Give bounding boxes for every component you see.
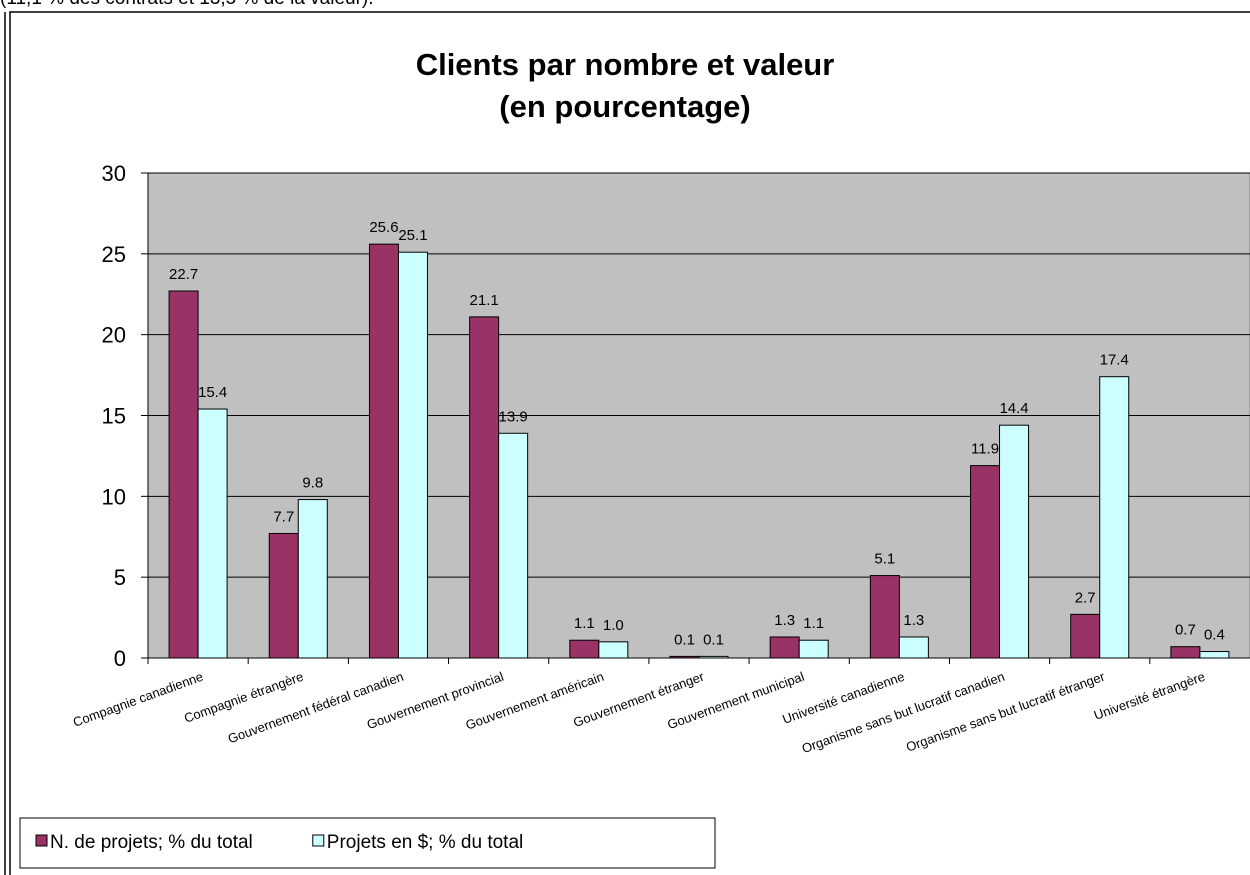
data-label: 17.4 xyxy=(1100,352,1129,369)
bar xyxy=(970,465,1001,659)
bar xyxy=(397,251,428,659)
bar xyxy=(769,636,800,659)
y-tick-label: 25 xyxy=(102,242,126,267)
legend: N. de projets; % du total Projets en $; %… xyxy=(19,817,716,869)
data-label: 25.1 xyxy=(398,227,427,244)
bar xyxy=(1170,646,1201,659)
data-label: 22.7 xyxy=(169,266,198,283)
y-tick-label: 10 xyxy=(102,484,126,509)
legend-box xyxy=(19,817,716,869)
data-label: 0.4 xyxy=(1204,627,1225,644)
bar xyxy=(669,655,700,659)
y-tick-label: 30 xyxy=(102,161,126,186)
y-tick-label: 15 xyxy=(102,404,126,429)
data-label: 9.8 xyxy=(302,475,323,492)
y-tick-label: 20 xyxy=(102,323,126,348)
legend-label: N. de projets; % du total xyxy=(50,832,253,853)
data-label: 15.4 xyxy=(198,384,227,401)
data-label: 1.3 xyxy=(903,612,924,629)
data-label: 25.6 xyxy=(369,219,398,236)
bar xyxy=(898,636,929,659)
data-label: 0.7 xyxy=(1175,622,1196,639)
data-label: 1.0 xyxy=(603,617,624,634)
chart-title: Clients par nombre et valeur xyxy=(416,47,835,82)
bar xyxy=(1199,651,1230,659)
bar xyxy=(598,641,629,659)
caption: (11,1 % des contrats et 13,5 % de la val… xyxy=(0,0,374,9)
data-label: 21.1 xyxy=(470,292,499,309)
data-label: 1.1 xyxy=(574,615,595,632)
bar xyxy=(1099,376,1130,659)
bar xyxy=(469,316,500,659)
data-label: 11.9 xyxy=(971,441,999,458)
bar xyxy=(999,424,1030,659)
chart-title: (en pourcentage) xyxy=(499,89,750,124)
data-label: 5.1 xyxy=(874,551,895,568)
data-label: 1.3 xyxy=(774,612,795,629)
data-label: 14.4 xyxy=(999,400,1028,417)
data-label: 13.9 xyxy=(499,408,528,425)
bar xyxy=(498,432,529,659)
bar xyxy=(268,533,299,659)
bar xyxy=(798,639,829,659)
legend-swatch xyxy=(35,834,48,847)
bar xyxy=(869,575,900,659)
bar xyxy=(297,499,328,659)
legend-swatch xyxy=(312,834,325,847)
y-tick-label: 0 xyxy=(114,646,126,671)
bar xyxy=(197,408,228,659)
data-label: 7.7 xyxy=(273,509,294,526)
bar xyxy=(698,655,729,659)
bar xyxy=(1070,613,1101,659)
data-label: 0.1 xyxy=(703,631,724,648)
y-tick-label: 5 xyxy=(114,565,126,590)
data-label: 0.1 xyxy=(674,631,695,648)
legend-label: Projets en $; % du total xyxy=(327,832,523,853)
bar xyxy=(368,243,399,659)
bar xyxy=(168,290,199,659)
data-label: 1.1 xyxy=(803,615,824,632)
data-label: 2.7 xyxy=(1075,589,1096,606)
bar xyxy=(569,639,600,659)
